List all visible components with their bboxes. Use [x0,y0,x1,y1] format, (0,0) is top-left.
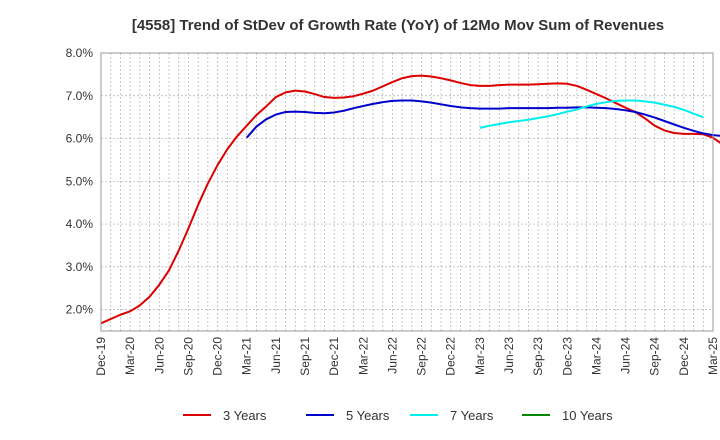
legend-label: 7 Years [450,408,494,423]
x-tick-label: Mar-20 [123,337,137,375]
x-tick-label: Sep-24 [648,337,662,376]
x-tick-label: Jun-20 [152,337,166,374]
legend-label: 10 Years [562,408,613,423]
plot-frame [100,52,714,332]
x-tick-label: Dec-24 [677,337,691,376]
chart-title: [4558] Trend of StDev of Growth Rate (Yo… [132,17,664,34]
x-tick-label: Dec-19 [94,337,108,376]
y-tick-label: 7.0% [66,89,94,103]
grid-layer [101,52,713,331]
y-tick-label: 5.0% [66,174,94,188]
x-tick-label: Mar-23 [473,337,487,375]
x-tick-label: Jun-24 [619,337,633,374]
y-axis-ticks: 2.0% 3.0% 4.0% 5.0% 6.0% 7.0% 8.0% [66,46,94,317]
x-tick-label: Sep-20 [181,337,195,376]
legend-label: 5 Years [346,408,390,423]
x-tick-label: Dec-22 [444,337,458,376]
x-tick-label: Dec-23 [560,337,574,376]
series-layer [100,74,720,325]
series-line-3-years [100,74,720,325]
y-tick-label: 3.0% [66,260,94,274]
x-tick-label: Jun-22 [385,337,399,374]
legend: 3 Years 5 Years 7 Years 10 Years [183,408,613,423]
series-line-7-years [479,99,704,129]
y-tick-label: 6.0% [66,132,94,146]
x-tick-label: Mar-25 [706,337,720,375]
y-tick-label: 4.0% [66,217,94,231]
y-tick-label: 2.0% [66,303,94,317]
x-tick-label: Dec-21 [327,337,341,376]
x-tick-label: Dec-20 [211,337,225,376]
x-tick-label: Mar-22 [356,337,370,375]
series-line-5-years [245,99,720,139]
x-tick-label: Jun-21 [269,337,283,374]
y-tick-label: 8.0% [66,46,94,60]
x-tick-label: Mar-21 [240,337,254,375]
x-tick-label: Mar-24 [589,337,603,375]
x-tick-label: Sep-21 [298,337,312,376]
x-tick-label: Sep-23 [531,337,545,376]
legend-label: 3 Years [223,408,267,423]
x-axis-ticks: Dec-19 Mar-20 Jun-20 Sep-20 Dec-20 Mar-21 Jun-… [94,337,720,376]
x-tick-label: Sep-22 [415,337,429,376]
x-tick-label: Jun-23 [502,337,516,374]
